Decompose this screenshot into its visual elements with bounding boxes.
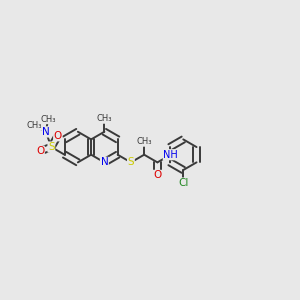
Text: NH: NH [163, 150, 178, 160]
Text: O: O [54, 131, 62, 141]
Text: CH₃: CH₃ [97, 114, 112, 123]
Text: CH₃: CH₃ [40, 115, 56, 124]
Text: O: O [153, 170, 161, 180]
Text: Cl: Cl [178, 178, 188, 188]
Text: CH₃: CH₃ [136, 137, 152, 146]
Text: N: N [100, 158, 108, 167]
Text: O: O [36, 146, 44, 156]
Text: S: S [128, 158, 134, 167]
Text: N: N [42, 127, 50, 137]
Text: S: S [48, 142, 55, 152]
Text: CH₃: CH₃ [26, 121, 42, 130]
